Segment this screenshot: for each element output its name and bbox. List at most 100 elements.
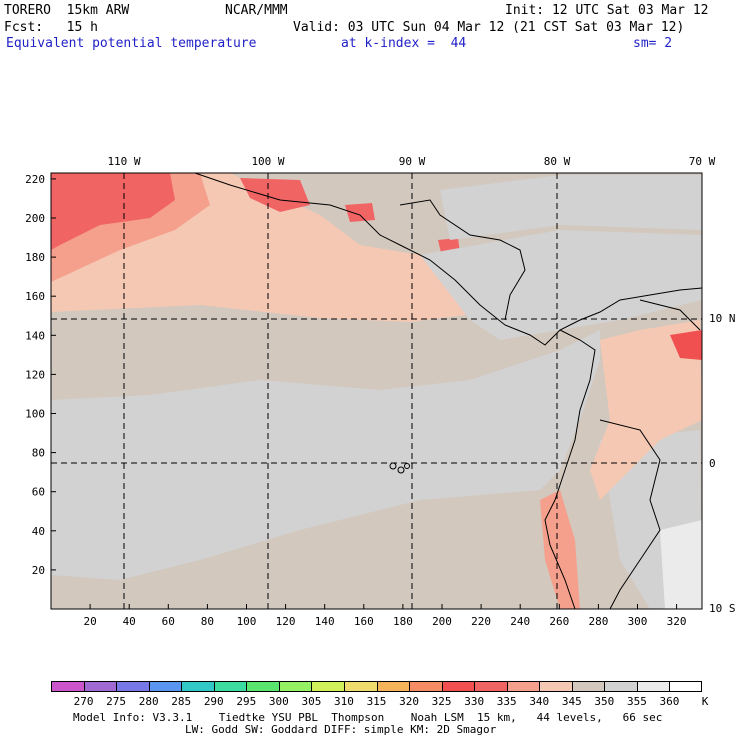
x-tick-label: 180 (393, 615, 413, 628)
colorbar-label: 275 (106, 695, 127, 708)
cool-region-caribbean (420, 230, 702, 340)
x-tick-label: 40 (123, 615, 136, 628)
colorbar-label: 335 (496, 695, 517, 708)
coastline-south-america (544, 329, 596, 610)
x-tick-label: 300 (628, 615, 648, 628)
x-tick-label: 100 (237, 615, 257, 628)
colorbar-label: 290 (203, 695, 224, 708)
colorbar-label: 350 (594, 695, 615, 708)
colorbar-swatch (148, 681, 182, 692)
model-info-line1: Model Info: V3.3.1 Tiedtke YSU PBL Thomp… (73, 711, 663, 724)
border-inland (599, 419, 661, 610)
x-tick-label: 200 (432, 615, 452, 628)
colorbar-swatch (246, 681, 280, 692)
colorbar-swatch (83, 681, 117, 692)
colorbar-swatch (441, 681, 475, 692)
longitude-label: 90 W (399, 155, 426, 168)
y-tick-label: 100 (25, 408, 45, 421)
y-tick-label: 40 (32, 525, 45, 538)
warm-region-andes (590, 320, 702, 500)
colorbar-swatch (636, 681, 670, 692)
colorbar-unit: K (701, 695, 709, 708)
map-frame (50, 172, 703, 610)
colorbar-swatch (278, 681, 312, 692)
colorbar-swatch (343, 681, 377, 692)
coastline-caribbean (399, 199, 526, 321)
model-info-line2: LW: Godd SW: Goddard DIFF: simple KM: 2D… (185, 723, 497, 736)
colorbar-label: 340 (529, 695, 550, 708)
cool-belt (51, 330, 600, 580)
warm-strip-peru (540, 490, 580, 609)
y-axis: 20 40 60 80 100 120 140 160 180 200 220 (25, 173, 56, 577)
colorbar-label: 305 (301, 695, 322, 708)
colorbar-label: 360 (659, 695, 680, 708)
x-tick-label: 160 (354, 615, 374, 628)
y-tick-label: 140 (25, 329, 45, 342)
colorbar-label: 330 (464, 695, 485, 708)
y-tick-label: 20 (32, 564, 45, 577)
y-tick-label: 220 (25, 173, 45, 186)
colorbar-swatch (506, 681, 540, 692)
colorbar-swatch (51, 681, 84, 692)
x-tick-label: 240 (510, 615, 530, 628)
colorbar-swatch (474, 681, 508, 692)
model-label: TORERO 15km ARW (4, 3, 130, 18)
y-tick-label: 200 (25, 212, 45, 225)
x-axis: 20 40 60 80 100 120 140 160 180 200 220 240 260 280 30… (83, 604, 687, 628)
border-venezuela (639, 299, 701, 331)
y-tick-label: 120 (25, 368, 45, 381)
hot-spot-venezuela (670, 330, 702, 360)
y-tick-label: 80 (32, 447, 45, 460)
x-tick-label: 20 (83, 615, 96, 628)
colorbar-label: 345 (561, 695, 582, 708)
colorbar-label: 315 (366, 695, 387, 708)
y-tick-label: 160 (25, 290, 45, 303)
graticule (51, 173, 702, 609)
colorbar-label: 300 (268, 695, 289, 708)
longitude-label: 80 W (544, 155, 571, 168)
org-label: NCAR/MMM (225, 3, 288, 18)
latitude-label: 10 N (709, 312, 736, 325)
hot-spot-1 (345, 203, 375, 222)
colorbar-label: 355 (626, 695, 647, 708)
y-tick-label: 180 (25, 251, 45, 264)
field-name: Equivalent potential temperature (6, 36, 257, 51)
colorbar-label: 285 (171, 695, 192, 708)
coastline-pacific-central (194, 172, 703, 346)
colorbar-label: 270 (73, 695, 94, 708)
colorbar-swatch (376, 681, 410, 692)
x-tick-label: 280 (588, 615, 608, 628)
x-tick-label: 320 (667, 615, 687, 628)
x-tick-label: 260 (549, 615, 569, 628)
longitude-label: 100 W (251, 155, 284, 168)
colorbar-swatch (311, 681, 345, 692)
x-tick-label: 220 (471, 615, 491, 628)
longitude-labels: 110 W 100 W 90 W 80 W 70 W (107, 155, 715, 168)
valid-time: Valid: 03 UTC Sun 04 Mar 12 (21 CST Sat … (293, 20, 685, 35)
colorbar-label: 295 (236, 695, 257, 708)
hot-region-mexico (240, 178, 310, 212)
x-tick-label: 80 (201, 615, 214, 628)
latitude-labels: 10 N 0 10 S (709, 312, 736, 615)
smoothing-info: sm= 2 (633, 36, 673, 51)
colorbar-swatch (571, 681, 605, 692)
longitude-label: 70 W (689, 155, 716, 168)
colorbar-swatch (213, 681, 247, 692)
latitude-label: 0 (709, 457, 716, 470)
colorbar-swatch (669, 681, 703, 692)
level-info: at k-index = 44 (341, 36, 467, 51)
colorbar-swatch (116, 681, 150, 692)
colorbar-swatch (409, 681, 443, 692)
cool-region-gulf (440, 175, 702, 240)
colorbar-label: 320 (399, 695, 419, 708)
hot-region-nw (51, 173, 175, 250)
init-time: Init: 12 UTC Sat 03 Mar 12 (505, 3, 709, 18)
colorbar-label: 325 (431, 695, 452, 708)
forecast-hour: Fcst: 15 h (4, 20, 98, 35)
latitude-label: 10 S (709, 602, 736, 615)
x-tick-label: 140 (315, 615, 335, 628)
colorbar-swatch (181, 681, 215, 692)
colorbar-swatch (604, 681, 638, 692)
colorbar-label: 280 (138, 695, 159, 708)
